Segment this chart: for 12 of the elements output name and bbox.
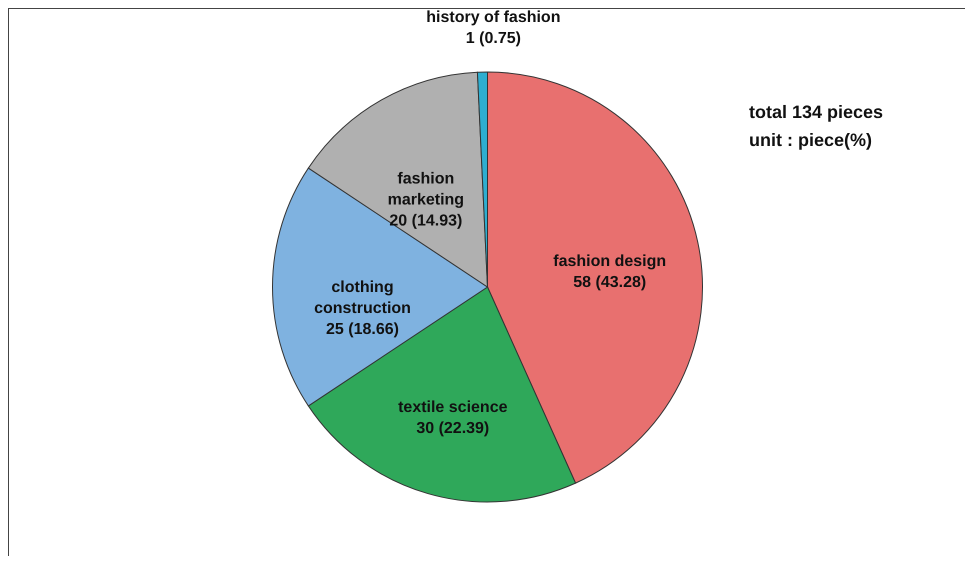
text: unit : piece(%) xyxy=(749,130,872,150)
slice-label: fashion design xyxy=(553,252,666,270)
slice-label: textile science xyxy=(398,399,508,416)
slice-label: history of fashion xyxy=(426,9,560,26)
data-label: 1 (0.75) xyxy=(466,30,521,48)
data-label: 25 (18.66) xyxy=(326,321,399,338)
data-label: 30 (22.39) xyxy=(416,420,490,438)
data-label: 20 (14.93) xyxy=(389,212,462,230)
text: total 134 pieces xyxy=(749,102,884,122)
slice-label: fashion marketing xyxy=(388,170,464,208)
data-label: 58 (43.28) xyxy=(573,274,646,291)
slice-label: clothing construction xyxy=(314,279,411,317)
